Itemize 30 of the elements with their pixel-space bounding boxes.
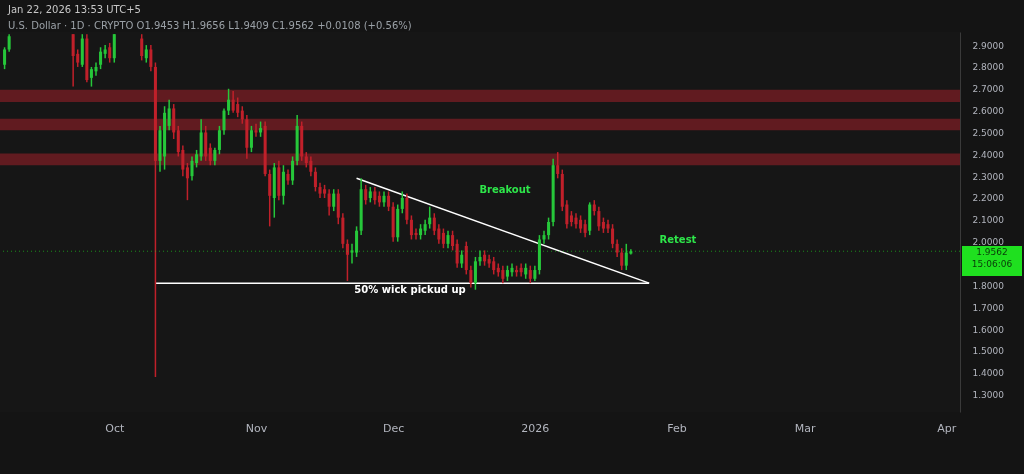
y-tick-label: 1.3000 bbox=[972, 390, 1005, 401]
y-tick-label: 1.7000 bbox=[972, 302, 1005, 313]
x-tick-label: 2026 bbox=[521, 421, 550, 435]
x-tick-label: Oct bbox=[105, 421, 125, 435]
ref-line-label: 1.9562 bbox=[976, 247, 1008, 258]
chart-title: Jan 22, 2026 13:53 UTC+5 bbox=[7, 4, 141, 15]
y-tick-label: 2.6000 bbox=[972, 106, 1005, 117]
y-tick-label: 2.4000 bbox=[972, 149, 1005, 160]
y-tick-label: 1.5000 bbox=[972, 346, 1005, 357]
annotation: 50% wick pickud up bbox=[354, 284, 466, 295]
y-tick-label: 1.8000 bbox=[972, 280, 1005, 291]
annotation: Breakout bbox=[479, 184, 531, 195]
text: 15:06:06 bbox=[971, 259, 1013, 270]
y-tick-label: 2.3000 bbox=[972, 171, 1005, 182]
y-tick-label: 2.9000 bbox=[972, 40, 1005, 51]
y-tick-label: 2.8000 bbox=[972, 62, 1005, 73]
x-tick-label: Mar bbox=[794, 421, 816, 435]
y-tick-label: 1.4000 bbox=[972, 368, 1005, 379]
chart-subtitle: U.S. Dollar · 1D · CRYPTO O1.9453 H1.9656 L1.9409 C1.9562 +0.0108 (+0.56%) bbox=[8, 20, 412, 31]
x-tick-label: Feb bbox=[667, 421, 687, 435]
annotation: Retest bbox=[659, 234, 697, 245]
x-tick-label: Dec bbox=[382, 421, 405, 435]
x-tick-label: Apr bbox=[937, 421, 957, 435]
y-tick-label: 2.1000 bbox=[972, 215, 1005, 226]
x-tick-label: Nov bbox=[245, 421, 268, 435]
y-tick-label: 1.6000 bbox=[972, 324, 1005, 335]
y-tick-label: 2.5000 bbox=[972, 127, 1005, 138]
y-tick-label: 2.7000 bbox=[972, 84, 1005, 95]
y-tick-label: 2.2000 bbox=[972, 193, 1005, 204]
y-tick-label: 2.0000 bbox=[972, 237, 1005, 248]
